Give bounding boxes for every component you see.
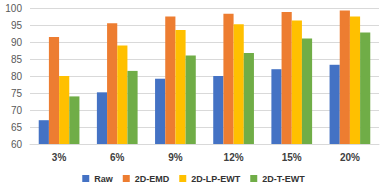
svg-text:60: 60 (11, 139, 23, 150)
svg-text:3%: 3% (52, 152, 67, 163)
svg-text:100: 100 (5, 3, 22, 14)
svg-text:75: 75 (11, 88, 23, 99)
svg-text:95: 95 (11, 20, 23, 31)
svg-text:Raw: Raw (94, 174, 114, 184)
svg-text:20%: 20% (340, 152, 360, 163)
svg-text:85: 85 (11, 54, 23, 65)
svg-text:2D-T-EWT: 2D-T-EWT (262, 174, 305, 184)
svg-text:80: 80 (11, 71, 23, 82)
svg-text:90: 90 (11, 37, 23, 48)
svg-text:65: 65 (11, 122, 23, 133)
svg-text:2D-EMD: 2D-EMD (135, 174, 170, 184)
svg-text:6%: 6% (110, 152, 125, 163)
svg-text:9%: 9% (168, 152, 183, 163)
svg-text:2D-LP-EWT: 2D-LP-EWT (191, 174, 240, 184)
svg-text:70: 70 (11, 105, 23, 116)
svg-text:12%: 12% (224, 152, 244, 163)
svg-text:15%: 15% (282, 152, 302, 163)
